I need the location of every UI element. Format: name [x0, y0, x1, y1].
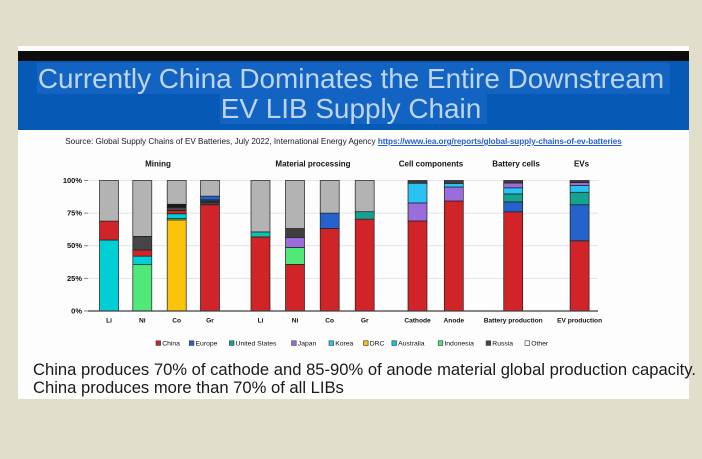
svg-text:DRC: DRC — [370, 340, 385, 347]
svg-text:Co: Co — [325, 318, 334, 325]
svg-text:Europe: Europe — [196, 340, 218, 347]
svg-text:Ni: Ni — [139, 318, 146, 325]
svg-text:Li: Li — [106, 318, 112, 325]
svg-text:Battery cells: Battery cells — [492, 160, 540, 169]
svg-text:75%: 75% — [67, 209, 82, 218]
svg-text:EV production: EV production — [557, 318, 602, 325]
svg-text:United States: United States — [236, 340, 277, 347]
svg-text:Korea: Korea — [335, 340, 353, 347]
svg-text:50%: 50% — [67, 241, 82, 250]
svg-text:Gr: Gr — [361, 318, 369, 325]
svg-text:Material processing: Material processing — [275, 160, 350, 169]
svg-text:Ni: Ni — [292, 318, 299, 325]
svg-text:Battery production: Battery production — [484, 318, 543, 325]
svg-text:China: China — [162, 340, 180, 347]
svg-text:EVs: EVs — [574, 160, 590, 169]
svg-text:Gr: Gr — [206, 318, 214, 325]
svg-text:100%: 100% — [63, 176, 83, 185]
svg-text:Japan: Japan — [298, 340, 317, 347]
svg-text:Other: Other — [531, 340, 549, 347]
svg-text:Cell components: Cell components — [399, 160, 464, 169]
svg-text:Australia: Australia — [398, 340, 425, 347]
svg-text:0%: 0% — [71, 306, 82, 315]
svg-text:Li: Li — [258, 318, 264, 325]
svg-text:Indonesia: Indonesia — [444, 340, 474, 347]
svg-text:Mining: Mining — [145, 160, 171, 169]
svg-text:Cathode: Cathode — [404, 318, 431, 325]
svg-text:Anode: Anode — [444, 318, 465, 325]
svg-text:Russia: Russia — [492, 340, 513, 347]
svg-text:Co: Co — [172, 318, 181, 325]
svg-text:25%: 25% — [67, 274, 82, 283]
